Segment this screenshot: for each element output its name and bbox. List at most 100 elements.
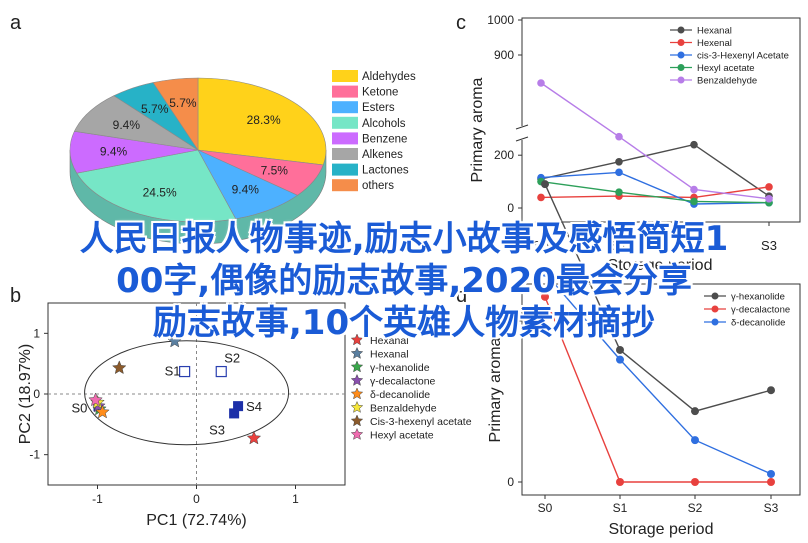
y-tick-label-d: 0 xyxy=(507,475,514,489)
axis-break-mark xyxy=(515,124,529,130)
legend-label-esters: Esters xyxy=(362,102,395,114)
series-line-c-0 xyxy=(540,143,770,197)
y-tick-label-c: 900 xyxy=(494,48,514,62)
legend-label-b-0: Hexanal xyxy=(370,335,409,347)
series-point-c-0 xyxy=(615,158,623,166)
legend-swatch-others xyxy=(332,179,358,192)
plot-frame-d xyxy=(521,283,801,496)
panel-letter-b: b xyxy=(10,285,22,307)
pie-label-aldehydes: 28.3% xyxy=(247,113,281,127)
confidence-ellipse xyxy=(84,340,290,446)
y-tick-label-d: 1 xyxy=(507,314,514,328)
legend-dot-c-0 xyxy=(677,26,685,34)
sample-s2-label: S2 xyxy=(224,351,240,366)
legend-swatch-alcohols xyxy=(332,116,358,129)
legend-dot-c-4 xyxy=(677,76,685,84)
compound-star-7 xyxy=(88,392,103,407)
series-point-c-2 xyxy=(615,168,623,177)
y-tick-label: -1 xyxy=(29,448,40,462)
legend-star-b-7 xyxy=(350,427,364,440)
legend-swatch-esters xyxy=(332,101,358,114)
legend-label-alcohols: Alcohols xyxy=(362,118,406,130)
series-point-c-3 xyxy=(690,197,698,206)
y-tick-label-c: 200 xyxy=(494,148,514,162)
pie-slice-others xyxy=(152,77,199,151)
legend-label-c-1: Hexenal xyxy=(697,38,732,49)
series-point-c-4 xyxy=(537,79,545,87)
sample-s1-label: S1 xyxy=(165,364,181,379)
overlay-line-3: 励志故事,10个英雄人物素材摘抄 xyxy=(152,303,656,343)
pie-label-benzene: 9.4% xyxy=(100,145,128,159)
x-tick-label-d: S0 xyxy=(538,501,553,515)
legend-label-b-6: Cis-3-hexenyl acetate xyxy=(370,416,472,428)
series-line-d-2 xyxy=(544,272,772,475)
x-tick-label-c: S1 xyxy=(611,238,627,253)
compound-star-1 xyxy=(167,333,183,348)
legend-label-alkenes: Alkenes xyxy=(362,149,403,161)
legend-swatch-benzene xyxy=(332,132,358,145)
series-point-d-2 xyxy=(541,268,549,277)
legend-swatch-lactones xyxy=(332,163,358,176)
series-point-c-4 xyxy=(765,194,773,203)
legend-label-b-4: δ-decanolide xyxy=(370,389,430,401)
series-line-c-3 xyxy=(540,180,770,204)
axis-break-gap xyxy=(516,126,528,140)
axis-break-mark xyxy=(515,136,529,142)
series-point-d-0 xyxy=(616,345,624,354)
legend-label-c-4: Benzaldehyde xyxy=(697,76,757,87)
x-axis-label-b: PC1 (72.74%) xyxy=(146,512,247,529)
x-axis-label-d: Storage period xyxy=(609,521,714,538)
compound-star-4 xyxy=(95,404,110,419)
pie-slice-aldehydes xyxy=(197,77,327,166)
series-point-c-1 xyxy=(765,183,773,191)
overlay-line-1: 人民日报人物事迹,励志小故事及感悟简短1 xyxy=(79,219,729,259)
legend-star-b-3 xyxy=(350,373,364,386)
series-point-d-0 xyxy=(767,386,775,395)
series-point-d-0 xyxy=(691,407,699,416)
x-tick-label: 1 xyxy=(292,492,299,506)
legend-swatch-ketone xyxy=(332,85,358,98)
legend-label-ketone: Ketone xyxy=(362,87,398,99)
y-tick-label-c: 0 xyxy=(507,201,514,215)
y-axis-label-d: Primary aroma xyxy=(487,337,504,442)
pie-label-alkenes: 9.4% xyxy=(113,118,141,132)
plot-frame-c xyxy=(521,17,801,223)
series-point-c-4 xyxy=(690,185,698,194)
legend-label-lactones: Lactones xyxy=(362,165,409,177)
pie-label-esters: 9.4% xyxy=(232,182,260,196)
x-tick-label-d: S2 xyxy=(688,501,703,515)
legend-label-d-0: γ-hexanolide xyxy=(731,292,785,303)
legend-star-b-0 xyxy=(350,333,364,346)
series-point-d-1 xyxy=(541,292,549,301)
legend-dot-c-3 xyxy=(677,64,685,71)
panel-letter-a: a xyxy=(10,12,22,34)
series-point-d-1 xyxy=(691,478,699,486)
pie-label-alcohols: 24.5% xyxy=(143,185,177,199)
series-line-c-4 xyxy=(540,82,770,200)
pie-label-ketone: 7.5% xyxy=(261,163,289,177)
legend-label-b-7: Hexyl acetate xyxy=(370,430,434,442)
overlay-title: 人民日报人物事迹,励志小故事及感悟简短1 00字,偶像的励志故事,2020最会分… xyxy=(0,218,808,344)
x-tick-label-c: S0 xyxy=(533,238,549,253)
series-point-d-1 xyxy=(767,478,775,486)
x-tick-label-d: S1 xyxy=(613,501,628,515)
legend-label-d-1: γ-decalactone xyxy=(731,305,790,316)
pie-slice-benzene xyxy=(69,130,199,174)
series-point-c-3 xyxy=(615,188,623,196)
legend-label-d-2: δ-decanolide xyxy=(731,318,785,329)
pie-label-lactones: 5.7% xyxy=(141,102,169,116)
compound-star-0 xyxy=(246,430,262,445)
legend-dot-d-2 xyxy=(711,318,719,326)
series-point-c-4 xyxy=(615,132,623,141)
sample-s1-marker xyxy=(179,365,191,378)
pie-label-others: 5.7% xyxy=(169,96,197,110)
x-tick-label: -1 xyxy=(92,492,103,506)
series-point-d-0 xyxy=(541,180,549,189)
x-axis-label-c: Storage period xyxy=(608,257,713,274)
pie-slice-alcohols xyxy=(76,149,237,223)
legend-star-b-2 xyxy=(350,360,364,373)
legend-label-c-2: cis-3-Hexenyl Acetate xyxy=(697,51,789,62)
legend-dot-d-0 xyxy=(711,292,719,300)
series-point-d-2 xyxy=(691,436,699,445)
